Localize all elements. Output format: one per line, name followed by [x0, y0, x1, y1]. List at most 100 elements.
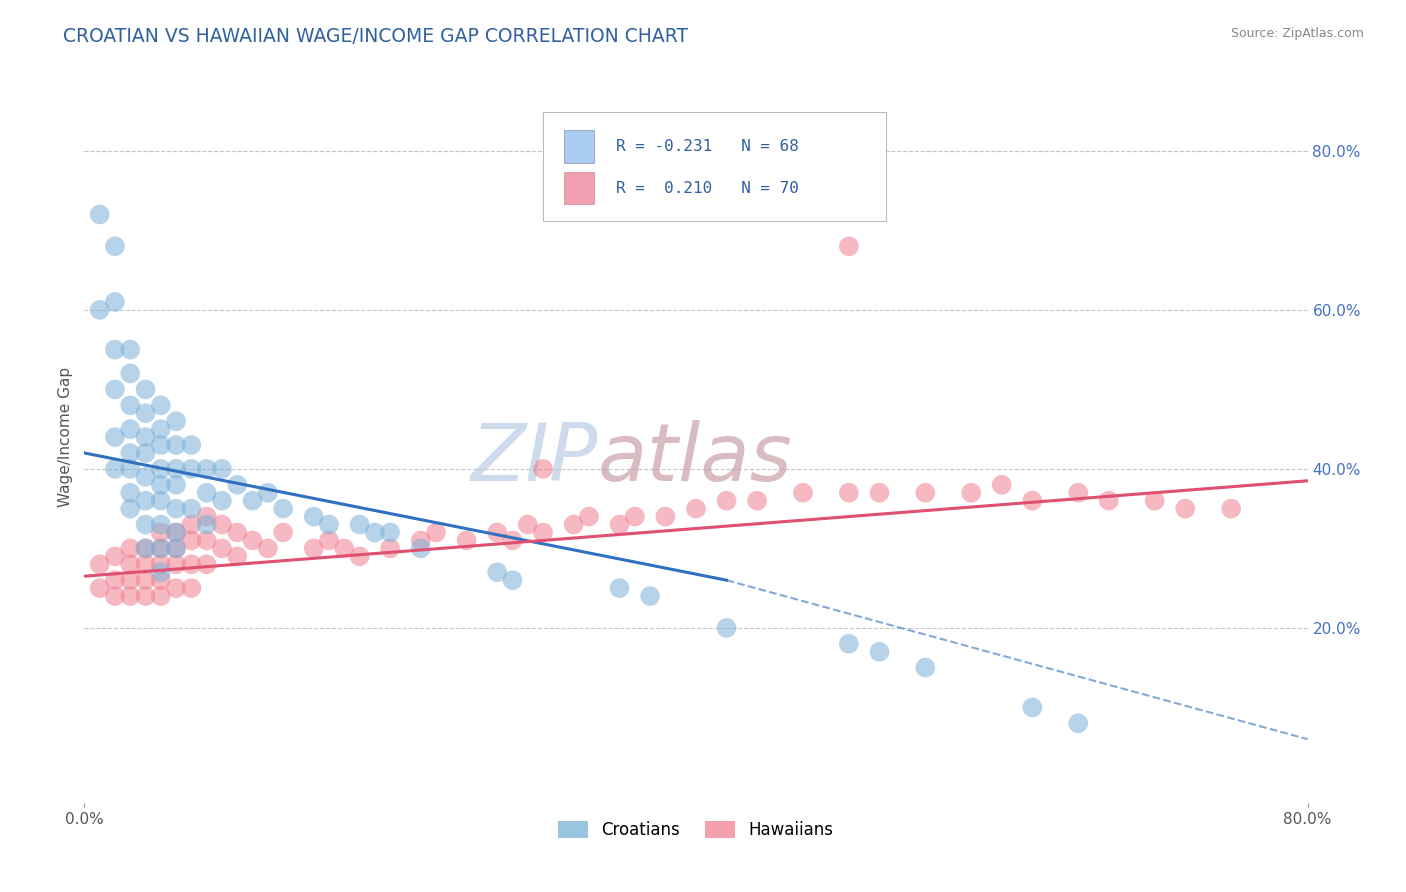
Point: [516, 517, 538, 532]
Point: [211, 541, 233, 556]
Y-axis label: Wage/Income Gap: Wage/Income Gap: [58, 367, 73, 508]
Point: [333, 541, 356, 556]
Text: R = -0.231   N = 68: R = -0.231 N = 68: [616, 139, 800, 154]
Point: [226, 549, 249, 564]
Point: [914, 485, 936, 500]
Point: [104, 573, 127, 587]
Point: [257, 485, 280, 500]
Point: [242, 533, 264, 548]
Point: [135, 558, 157, 572]
Point: [89, 558, 111, 572]
Point: [135, 541, 157, 556]
Point: [165, 525, 187, 540]
Point: [960, 485, 983, 500]
Point: [349, 517, 371, 532]
Point: [195, 533, 218, 548]
FancyBboxPatch shape: [564, 171, 595, 204]
Point: [211, 462, 233, 476]
Point: [120, 485, 142, 500]
Point: [135, 493, 157, 508]
Point: [149, 525, 172, 540]
Point: [531, 462, 554, 476]
Point: [380, 525, 402, 540]
Point: [685, 501, 707, 516]
Point: [638, 589, 661, 603]
Point: [486, 566, 509, 580]
Point: [1143, 493, 1166, 508]
Point: [120, 589, 142, 603]
Point: [149, 541, 172, 556]
Point: [271, 501, 294, 516]
Point: [609, 581, 631, 595]
Point: [135, 541, 157, 556]
Point: [165, 438, 187, 452]
Point: [165, 525, 187, 540]
FancyBboxPatch shape: [543, 112, 886, 221]
Point: [180, 581, 202, 595]
Text: R =  0.210   N = 70: R = 0.210 N = 70: [616, 181, 800, 196]
Point: [120, 558, 142, 572]
Point: [409, 541, 432, 556]
Point: [624, 509, 647, 524]
Point: [165, 558, 187, 572]
Point: [747, 493, 769, 508]
Point: [195, 509, 218, 524]
Point: [149, 541, 172, 556]
Point: [89, 581, 111, 595]
Point: [120, 541, 142, 556]
Point: [180, 438, 202, 452]
Point: [135, 589, 157, 603]
Point: [456, 533, 478, 548]
Point: [531, 525, 554, 540]
Point: [165, 581, 187, 595]
Point: [180, 558, 202, 572]
Point: [165, 501, 187, 516]
Point: [211, 517, 233, 532]
Point: [120, 573, 142, 587]
Point: [257, 541, 280, 556]
Point: [135, 406, 157, 420]
Point: [838, 485, 860, 500]
Point: [165, 541, 187, 556]
Point: [135, 573, 157, 587]
Point: [318, 517, 340, 532]
Point: [226, 477, 249, 491]
Point: [1021, 493, 1043, 508]
Point: [302, 509, 325, 524]
Point: [654, 509, 676, 524]
Legend: Croatians, Hawaiians: Croatians, Hawaiians: [551, 814, 841, 846]
Point: [104, 239, 127, 253]
Point: [120, 501, 142, 516]
Text: Source: ZipAtlas.com: Source: ZipAtlas.com: [1230, 27, 1364, 40]
Point: [149, 573, 172, 587]
Point: [195, 462, 218, 476]
Point: [1067, 716, 1090, 731]
Point: [165, 477, 187, 491]
FancyBboxPatch shape: [564, 130, 595, 163]
Point: [135, 446, 157, 460]
Point: [104, 383, 127, 397]
Point: [120, 462, 142, 476]
Point: [271, 525, 294, 540]
Point: [104, 462, 127, 476]
Point: [195, 485, 218, 500]
Point: [380, 541, 402, 556]
Point: [716, 493, 738, 508]
Point: [226, 525, 249, 540]
Point: [149, 422, 172, 436]
Point: [135, 430, 157, 444]
Point: [502, 573, 524, 587]
Point: [135, 470, 157, 484]
Point: [135, 517, 157, 532]
Point: [914, 660, 936, 674]
Point: [1067, 485, 1090, 500]
Text: CROATIAN VS HAWAIIAN WAGE/INCOME GAP CORRELATION CHART: CROATIAN VS HAWAIIAN WAGE/INCOME GAP COR…: [63, 27, 689, 45]
Point: [716, 621, 738, 635]
Point: [149, 558, 172, 572]
Point: [149, 589, 172, 603]
Point: [104, 343, 127, 357]
Point: [180, 501, 202, 516]
Point: [104, 294, 127, 309]
Point: [135, 383, 157, 397]
Point: [149, 566, 172, 580]
